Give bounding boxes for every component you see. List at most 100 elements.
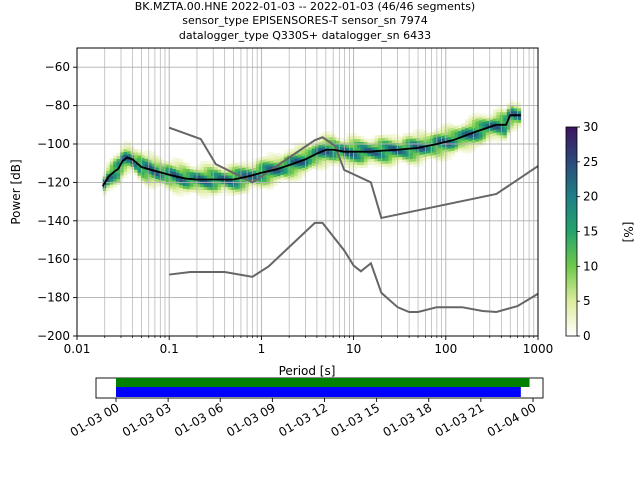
x-tick-label: 1000 — [523, 342, 554, 356]
heatmap-cell — [172, 191, 177, 195]
heatmap-cell — [485, 131, 490, 136]
heatmap-cell — [290, 148, 295, 152]
heatmap-cell — [262, 167, 267, 171]
heatmap-cell — [346, 164, 351, 168]
heatmap-cell — [273, 176, 278, 181]
heatmap-cell — [238, 191, 243, 195]
heatmap-cell — [283, 156, 288, 160]
heatmap-cell — [172, 160, 177, 164]
heatmap-cell — [301, 170, 306, 174]
heatmap-cell — [353, 164, 358, 168]
heatmap-cell — [311, 165, 316, 169]
heatmap-cell — [437, 136, 442, 140]
heatmap-cell — [221, 189, 226, 193]
heatmap-cell — [141, 171, 145, 176]
heatmap-cell — [329, 136, 334, 141]
heatmap-cell — [461, 129, 466, 133]
title-line-1: BK.MZTA.00.HNE 2022-01-03 -- 2022-01-03 … — [135, 0, 475, 13]
heatmap-cell — [116, 155, 121, 159]
heatmap-cell — [255, 166, 260, 170]
heatmap-cell — [203, 172, 208, 176]
heatmap-cell — [269, 157, 274, 161]
heatmap-cell — [189, 186, 194, 190]
heatmap-cell — [249, 171, 253, 175]
heatmap-cell — [430, 149, 435, 153]
heatmap-cell — [468, 115, 473, 119]
heatmap-cell — [269, 154, 274, 158]
heatmap-cell — [353, 156, 358, 160]
heatmap-cell — [207, 160, 212, 165]
heatmap-cell — [283, 161, 288, 166]
heatmap-cell — [154, 167, 159, 171]
heatmap-cell — [381, 143, 386, 147]
heatmap-cell — [360, 158, 365, 163]
heatmap-cell — [147, 173, 152, 177]
heatmap-cell — [120, 149, 124, 153]
heatmap-cell — [402, 139, 407, 143]
heatmap-cell — [405, 135, 410, 140]
heatmap-cell — [433, 137, 438, 141]
heatmap-cell — [339, 138, 344, 142]
heatmap-cell — [137, 152, 142, 156]
heatmap-cell — [109, 164, 114, 168]
heatmap-cell — [123, 168, 128, 173]
heatmap-cell — [224, 186, 229, 190]
heatmap-cell — [506, 132, 511, 136]
heatmap-cell — [269, 160, 274, 164]
heatmap-cell — [196, 186, 201, 190]
colorbar-tick-label: 15 — [583, 225, 598, 239]
heatmap-cell — [485, 129, 490, 133]
heatmap-cell — [311, 156, 316, 161]
heatmap-cell — [186, 185, 191, 190]
heatmap-cell — [381, 163, 386, 167]
heatmap-cell — [269, 174, 274, 178]
heatmap-cell — [161, 166, 166, 170]
heatmap-cell — [116, 181, 121, 185]
heatmap-cell — [499, 114, 504, 118]
heatmap-cell — [175, 172, 180, 176]
heatmap-cell — [175, 189, 180, 193]
title-line-3: datalogger_type Q330S+ datalogger_sn 643… — [179, 29, 431, 42]
heatmap-cell — [370, 161, 375, 165]
heatmap-cell — [430, 137, 435, 142]
heatmap-cell — [357, 135, 361, 140]
heatmap-cell — [384, 163, 389, 167]
heatmap-cell — [301, 155, 306, 160]
heatmap-cell — [381, 134, 386, 139]
heatmap-cell — [471, 139, 476, 143]
heatmap-cell — [430, 155, 435, 159]
heatmap-cell — [147, 150, 152, 154]
heatmap-cell — [350, 135, 354, 140]
heatmap-cell — [151, 151, 156, 155]
heatmap-cell — [193, 169, 198, 173]
heatmap-cell — [471, 148, 476, 152]
heatmap-cell — [242, 173, 246, 177]
heatmap-cell — [269, 166, 274, 170]
heatmap-cell — [172, 183, 177, 187]
heatmap-cell — [207, 189, 212, 193]
heatmap-cell — [388, 163, 393, 167]
heatmap-cell — [499, 132, 504, 136]
heatmap-cell — [478, 117, 483, 121]
heatmap-cell — [367, 156, 372, 160]
heatmap-cell — [458, 133, 462, 137]
heatmap-cell — [496, 111, 501, 116]
heatmap-cell — [440, 152, 445, 157]
heatmap-cell — [360, 135, 365, 140]
heatmap-cell — [182, 174, 187, 178]
heatmap-cell — [228, 175, 232, 179]
heatmap-cell — [485, 120, 490, 124]
heatmap-cell — [510, 119, 515, 123]
heatmap-cell — [172, 157, 177, 161]
heatmap-cell — [280, 157, 285, 161]
heatmap-cell — [475, 135, 480, 139]
heatmap-cell — [245, 172, 250, 176]
heatmap-cell — [478, 125, 483, 129]
heatmap-cell — [147, 176, 152, 180]
heatmap-cell — [475, 121, 480, 125]
heatmap-cell — [116, 164, 121, 168]
heatmap-cell — [175, 169, 180, 173]
heatmap-cell — [499, 111, 504, 116]
heatmap-cell — [245, 183, 250, 188]
heatmap-cell — [451, 150, 455, 154]
